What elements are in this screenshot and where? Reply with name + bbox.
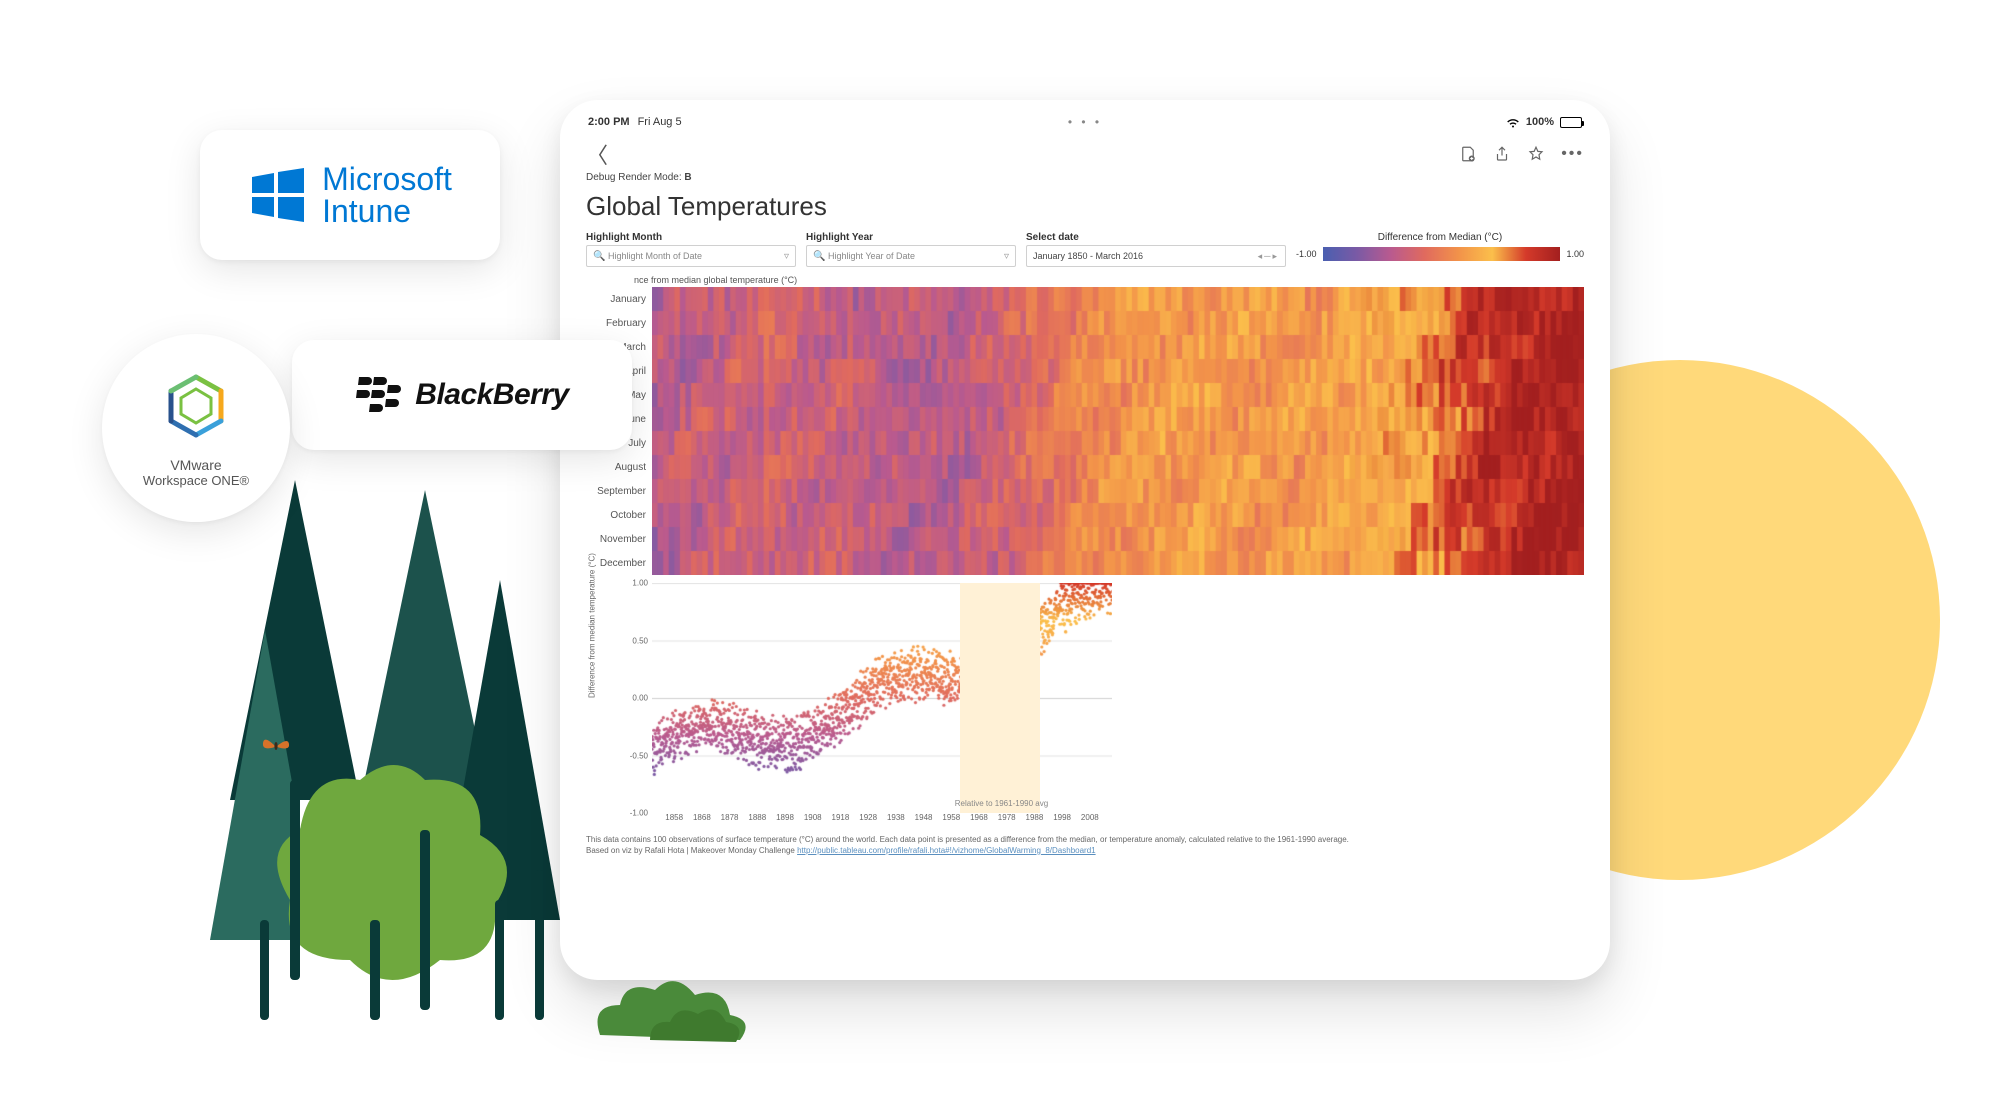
decor-bushes bbox=[590, 975, 770, 1045]
heatmap-month-label: February bbox=[586, 311, 652, 335]
decor-butterfly-icon bbox=[262, 735, 290, 757]
reference-band bbox=[960, 583, 1040, 813]
debug-value: B bbox=[684, 172, 691, 183]
footnote-credit-prefix: Based on viz by Rafali Hota | Makeover M… bbox=[586, 846, 797, 855]
scatter-xtick: 1878 bbox=[721, 813, 739, 822]
scatter-xtick: 1958 bbox=[942, 813, 960, 822]
status-battery-pct: 100% bbox=[1526, 116, 1554, 128]
ctrl-label-month: Highlight Month bbox=[586, 232, 796, 243]
scatter-y-axis: Difference from median temperature (°C) … bbox=[586, 583, 652, 813]
scatter-xtick: 1858 bbox=[665, 813, 683, 822]
scatter-block: Difference from median temperature (°C) … bbox=[580, 575, 1590, 829]
dropdown-icon: ▿ bbox=[784, 251, 789, 262]
scatter-y-title: Difference from median temperature (°C) bbox=[588, 553, 597, 698]
badge-vmware-workspace-one: VMware Workspace ONE® bbox=[102, 334, 290, 522]
scatter-ytick: 1.00 bbox=[632, 579, 648, 588]
scatter-xtick: 1968 bbox=[970, 813, 988, 822]
scatter-xtick: 1908 bbox=[804, 813, 822, 822]
badge-intune-line2: Intune bbox=[322, 195, 452, 227]
scatter-xtick: 1928 bbox=[859, 813, 877, 822]
scatter-ytick: 0.50 bbox=[632, 636, 648, 645]
legend-gradient-bar bbox=[1323, 247, 1561, 261]
heatmap-block: nce from median global temperature (°C) … bbox=[580, 275, 1590, 575]
scatter-x-axis: 1858 1868 1878 1888 1898 1908 1918 1928 1938 1948… bbox=[652, 813, 1584, 829]
color-legend: Difference from Median (°C) -1.00 1.00 bbox=[1296, 232, 1584, 267]
scatter-xtick: 1888 bbox=[748, 813, 766, 822]
badge-blackberry-text: BlackBerry bbox=[415, 378, 568, 412]
tablet-device: 2:00 PM Fri Aug 5 • • • 100% 〈 ••• Debug… bbox=[560, 100, 1610, 980]
select-date-input[interactable]: January 1850 - March 2016 ◂─▸ bbox=[1026, 245, 1286, 267]
ctrl-month-placeholder: Highlight Month of Date bbox=[608, 251, 702, 261]
scatter-xtick: 1938 bbox=[887, 813, 905, 822]
heatmap-month-label: August bbox=[586, 455, 652, 479]
control-highlight-month: Highlight Month 🔍 Highlight Month of Dat… bbox=[586, 232, 796, 267]
heatmap-month-label: January bbox=[586, 287, 652, 311]
blackberry-logo-icon bbox=[355, 375, 403, 415]
dashboard-title: Global Temperatures bbox=[580, 189, 1590, 232]
scatter-xtick: 1868 bbox=[693, 813, 711, 822]
back-button[interactable]: 〈 bbox=[586, 138, 608, 170]
windows-logo-icon bbox=[248, 165, 308, 225]
heatmap-month-label: November bbox=[586, 527, 652, 551]
badge-vmw-line1: VMware bbox=[170, 457, 221, 473]
debug-prefix: Debug Render Mode: bbox=[586, 172, 682, 183]
scatter-xtick: 1998 bbox=[1053, 813, 1071, 822]
scatter-ytick: -1.00 bbox=[630, 809, 648, 818]
scatter-ytick: 0.00 bbox=[632, 694, 648, 703]
date-stepper-icon[interactable]: ◂─▸ bbox=[1258, 251, 1279, 262]
legend-min: -1.00 bbox=[1296, 249, 1317, 259]
highlight-year-input[interactable]: 🔍 Highlight Year of Date ▿ bbox=[806, 245, 1016, 267]
footnote-text: This data contains 100 observations of s… bbox=[586, 835, 1349, 844]
scatter-xtick: 1948 bbox=[915, 813, 933, 822]
wifi-icon bbox=[1506, 117, 1520, 128]
status-bar: 2:00 PM Fri Aug 5 • • • 100% bbox=[580, 114, 1590, 134]
highlight-month-input[interactable]: 🔍 Highlight Month of Date ▿ bbox=[586, 245, 796, 267]
ctrl-label-year: Highlight Year bbox=[806, 232, 1016, 243]
scatter-ytick: -0.50 bbox=[630, 751, 648, 760]
decor-trees bbox=[170, 480, 610, 1040]
share-icon[interactable] bbox=[1493, 145, 1511, 163]
ctrl-year-placeholder: Highlight Year of Date bbox=[828, 251, 915, 261]
debug-render-mode: Debug Render Mode: B bbox=[580, 172, 1590, 189]
control-select-date: Select date January 1850 - March 2016 ◂─… bbox=[1026, 232, 1286, 267]
scatter-canvas[interactable] bbox=[652, 583, 1112, 813]
legend-max: 1.00 bbox=[1566, 249, 1584, 259]
scatter-xtick: 1918 bbox=[832, 813, 850, 822]
heatmap-month-label: October bbox=[586, 503, 652, 527]
scatter-xtick: 1978 bbox=[998, 813, 1016, 822]
ctrl-date-value: January 1850 - March 2016 bbox=[1033, 251, 1143, 261]
status-date: Fri Aug 5 bbox=[638, 116, 682, 128]
reference-band-label: Relative to 1961-1990 avg bbox=[955, 799, 1048, 808]
legend-title: Difference from Median (°C) bbox=[1296, 232, 1584, 243]
more-icon[interactable]: ••• bbox=[1561, 145, 1584, 163]
note-add-icon[interactable] bbox=[1459, 145, 1477, 163]
footnote-credit-link[interactable]: http://public.tableau.com/profile/rafali… bbox=[797, 846, 1096, 855]
heatmap-month-label: September bbox=[586, 479, 652, 503]
heatmap-canvas[interactable] bbox=[652, 287, 1584, 575]
workspace-one-hex-icon bbox=[155, 369, 237, 451]
badge-intune-line1: Microsoft bbox=[322, 163, 452, 195]
ctrl-label-date: Select date bbox=[1026, 232, 1286, 243]
scatter-xtick: 1988 bbox=[1026, 813, 1044, 822]
app-topbar: 〈 ••• bbox=[580, 134, 1590, 172]
heatmap-subtitle: nce from median global temperature (°C) bbox=[586, 275, 1584, 285]
dropdown-icon: ▿ bbox=[1004, 251, 1009, 262]
battery-icon bbox=[1560, 117, 1582, 128]
badge-microsoft-intune: Microsoft Intune bbox=[200, 130, 500, 260]
scatter-xtick: 2008 bbox=[1081, 813, 1099, 822]
badge-vmw-line2: Workspace ONE® bbox=[143, 473, 249, 488]
controls-row: Highlight Month 🔍 Highlight Month of Dat… bbox=[580, 232, 1590, 275]
badge-blackberry: BlackBerry bbox=[292, 340, 632, 450]
control-highlight-year: Highlight Year 🔍 Highlight Year of Date … bbox=[806, 232, 1016, 267]
status-notch-dots: • • • bbox=[1068, 115, 1102, 129]
star-icon[interactable] bbox=[1527, 145, 1545, 163]
footnote: This data contains 100 observations of s… bbox=[580, 829, 1590, 859]
scatter-xtick: 1898 bbox=[776, 813, 794, 822]
status-time: 2:00 PM bbox=[588, 116, 630, 128]
